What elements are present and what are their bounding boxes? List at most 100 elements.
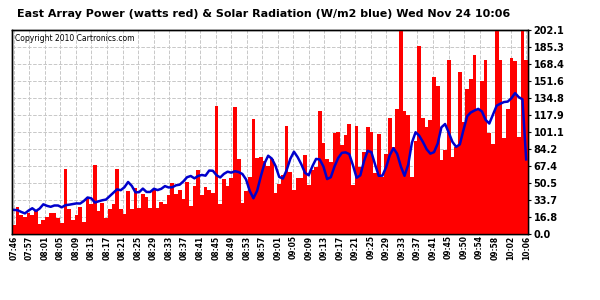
Bar bbox=[244, 190, 248, 234]
Bar bbox=[377, 134, 380, 234]
Bar bbox=[49, 213, 53, 234]
Bar bbox=[112, 204, 115, 234]
Bar bbox=[74, 215, 79, 234]
Bar bbox=[461, 122, 466, 234]
Bar bbox=[274, 194, 277, 234]
Bar bbox=[189, 206, 193, 234]
Bar bbox=[23, 217, 27, 234]
Bar bbox=[325, 159, 329, 234]
Bar bbox=[156, 208, 160, 234]
Bar bbox=[414, 141, 418, 234]
Bar bbox=[392, 147, 395, 234]
Bar bbox=[458, 72, 461, 234]
Bar bbox=[318, 110, 322, 234]
Bar bbox=[182, 199, 185, 234]
Bar bbox=[170, 183, 174, 234]
Bar bbox=[440, 160, 443, 234]
Bar bbox=[447, 60, 451, 234]
Bar bbox=[307, 185, 311, 234]
Bar bbox=[31, 215, 34, 234]
Bar bbox=[222, 179, 226, 234]
Bar bbox=[248, 177, 251, 234]
Bar bbox=[226, 185, 229, 234]
Bar bbox=[303, 154, 307, 234]
Bar bbox=[524, 60, 528, 234]
Bar bbox=[263, 161, 266, 234]
Bar bbox=[259, 157, 263, 234]
Bar bbox=[351, 185, 355, 234]
Bar bbox=[399, 30, 403, 234]
Bar bbox=[145, 196, 148, 234]
Bar bbox=[126, 191, 130, 234]
Bar bbox=[71, 220, 74, 234]
Bar bbox=[38, 224, 41, 234]
Bar bbox=[466, 88, 469, 234]
Bar bbox=[104, 218, 108, 234]
Bar bbox=[203, 187, 208, 234]
Bar bbox=[480, 81, 484, 234]
Bar bbox=[218, 204, 222, 234]
Bar bbox=[436, 86, 440, 234]
Bar bbox=[193, 186, 196, 234]
Bar bbox=[428, 120, 432, 234]
Bar bbox=[41, 220, 45, 234]
Bar bbox=[122, 214, 126, 234]
Bar bbox=[395, 109, 399, 234]
Bar bbox=[443, 150, 447, 234]
Bar bbox=[241, 202, 244, 234]
Bar bbox=[425, 127, 428, 234]
Bar bbox=[27, 213, 31, 234]
Bar bbox=[406, 115, 410, 234]
Bar bbox=[45, 217, 49, 234]
Bar bbox=[517, 137, 521, 234]
Bar bbox=[208, 190, 211, 234]
Bar bbox=[16, 207, 19, 234]
Bar bbox=[281, 175, 285, 234]
Bar bbox=[337, 132, 340, 234]
Bar bbox=[89, 204, 93, 234]
Bar bbox=[229, 178, 233, 234]
Bar bbox=[410, 177, 414, 234]
Bar bbox=[163, 204, 167, 234]
Bar bbox=[12, 225, 16, 234]
Bar bbox=[299, 178, 303, 234]
Bar bbox=[418, 46, 421, 234]
Bar bbox=[277, 184, 281, 234]
Bar bbox=[513, 61, 517, 234]
Bar bbox=[473, 55, 476, 234]
Bar bbox=[329, 162, 332, 234]
Bar bbox=[255, 158, 259, 234]
Bar bbox=[134, 188, 137, 234]
Bar bbox=[178, 190, 182, 234]
Bar bbox=[285, 126, 289, 234]
Bar bbox=[270, 159, 274, 234]
Bar bbox=[19, 215, 23, 234]
Bar bbox=[266, 167, 270, 234]
Bar bbox=[185, 182, 189, 234]
Bar bbox=[384, 154, 388, 234]
Bar bbox=[97, 211, 100, 234]
Bar bbox=[34, 211, 38, 234]
Text: East Array Power (watts red) & Solar Radiation (W/m2 blue) Wed Nov 24 10:06: East Array Power (watts red) & Solar Rad… bbox=[17, 9, 511, 19]
Bar bbox=[311, 170, 314, 234]
Bar bbox=[358, 167, 362, 234]
Bar bbox=[454, 148, 458, 234]
Bar bbox=[152, 189, 156, 234]
Bar bbox=[115, 169, 119, 234]
Bar bbox=[373, 173, 377, 234]
Bar bbox=[491, 144, 495, 234]
Bar bbox=[200, 195, 203, 234]
Bar bbox=[388, 118, 392, 234]
Bar bbox=[487, 134, 491, 234]
Bar bbox=[421, 118, 425, 234]
Bar bbox=[196, 170, 200, 234]
Bar bbox=[251, 119, 255, 234]
Bar bbox=[289, 172, 292, 234]
Bar bbox=[499, 60, 502, 234]
Bar bbox=[167, 195, 170, 234]
Bar bbox=[233, 107, 237, 234]
Bar bbox=[292, 190, 296, 234]
Bar bbox=[53, 213, 56, 234]
Bar bbox=[506, 110, 509, 234]
Bar bbox=[355, 126, 358, 234]
